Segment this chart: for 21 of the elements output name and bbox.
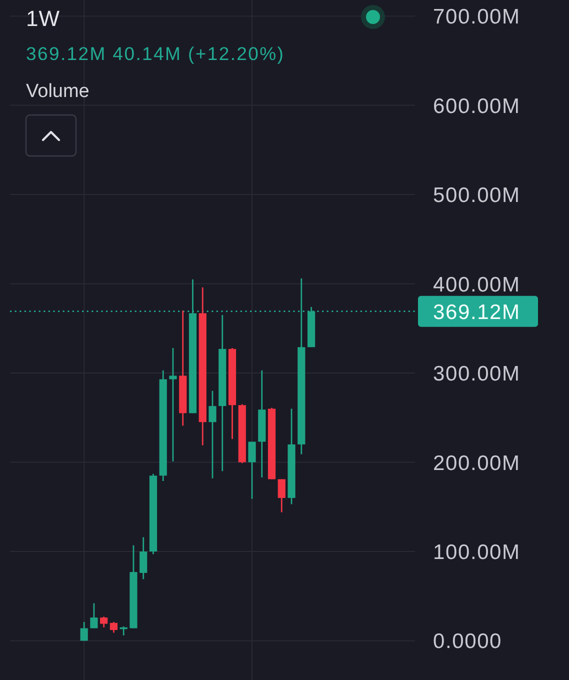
y-tick-label: 300.00M [433, 362, 520, 386]
ref-line-label: 369.12M [433, 300, 520, 324]
y-tick-label: 0.0000 [433, 630, 502, 654]
y-tick-label: 200.00M [433, 452, 520, 475]
y-tick-label: 700.00M [433, 6, 520, 29]
chart-title: 1W [26, 6, 60, 31]
candlestick [278, 478, 286, 513]
candlestick [140, 536, 148, 580]
candlestick [90, 602, 98, 629]
candlestick [110, 621, 118, 634]
y-tick-label: 400.00M [433, 273, 520, 296]
candlestick [208, 390, 216, 480]
candlestick [80, 621, 88, 642]
candlestick [169, 347, 177, 462]
candlestick [248, 441, 256, 500]
text: 369.12M 40.14M (+12.20%) [26, 43, 285, 64]
candlestick [100, 616, 108, 628]
annotation: Volume [26, 81, 90, 102]
y-tick-label: 600.00M [433, 94, 520, 118]
y-tick-label: 500.00M [433, 184, 520, 208]
y-tick-label: 100.00M [433, 540, 520, 564]
